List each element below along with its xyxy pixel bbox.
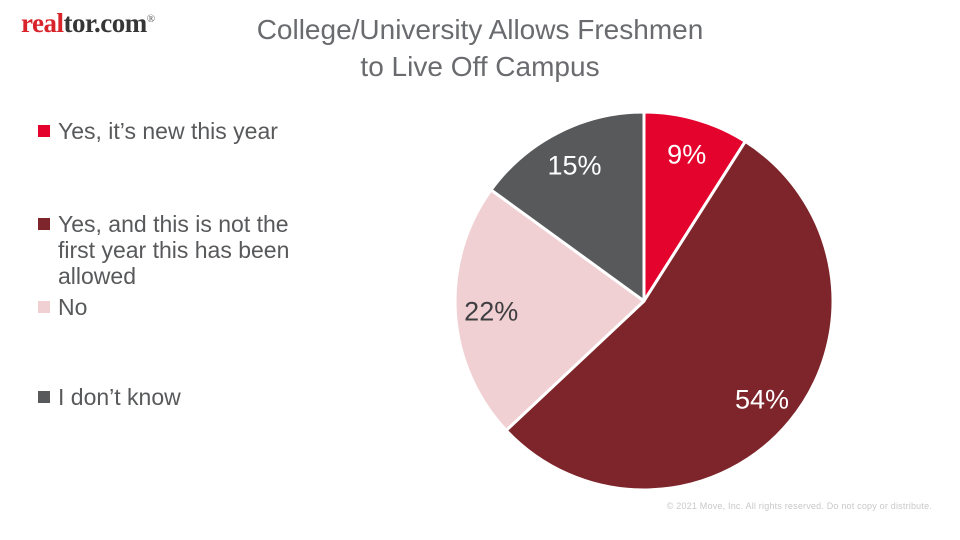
legend-label: No <box>58 294 88 320</box>
legend-swatch-icon <box>38 391 50 403</box>
pie-slice <box>504 139 835 492</box>
chart-title: College/University Allows Freshmen to Liv… <box>200 11 760 85</box>
legend-item: Yes, and this is not the first year this… <box>38 211 314 289</box>
copyright-note: © 2021 Move, Inc. All rights reserved. D… <box>666 501 932 511</box>
pie-slice <box>642 110 747 303</box>
legend-item: No <box>38 294 314 320</box>
chart-title-line1: College/University Allows Freshmen <box>256 14 704 45</box>
logo-text-real: real <box>21 8 64 38</box>
legend-item: Yes, it’s new this year <box>38 118 314 144</box>
legend-swatch-icon <box>38 301 50 313</box>
pie-slice-value-label: 54% <box>735 384 789 414</box>
logo-text-tor-com: tor.com <box>63 8 147 38</box>
legend-swatch-icon <box>38 218 50 230</box>
realtor-logo: realtor.com® <box>21 8 155 39</box>
legend-label: Yes, and this is not the first year this… <box>58 211 290 289</box>
registered-mark: ® <box>146 13 155 25</box>
pie-slice-value-label: 15% <box>547 150 601 180</box>
chart-title-line2: to Live Off Campus <box>360 51 600 82</box>
pie-svg: 9% 54% 22% 15% <box>453 110 835 492</box>
pie-chart: 9% 54% 22% 15% <box>434 91 854 511</box>
legend-label: I don’t know <box>58 384 181 410</box>
pie-slice <box>453 188 646 432</box>
pie-slice-value-label: 9% <box>667 140 706 170</box>
legend-label: Yes, it’s new this year <box>58 118 278 144</box>
pie-slice <box>489 110 646 303</box>
pie-slice-value-label: 22% <box>464 296 518 326</box>
legend-item: I don’t know <box>38 384 314 410</box>
legend-swatch-icon <box>38 125 50 137</box>
